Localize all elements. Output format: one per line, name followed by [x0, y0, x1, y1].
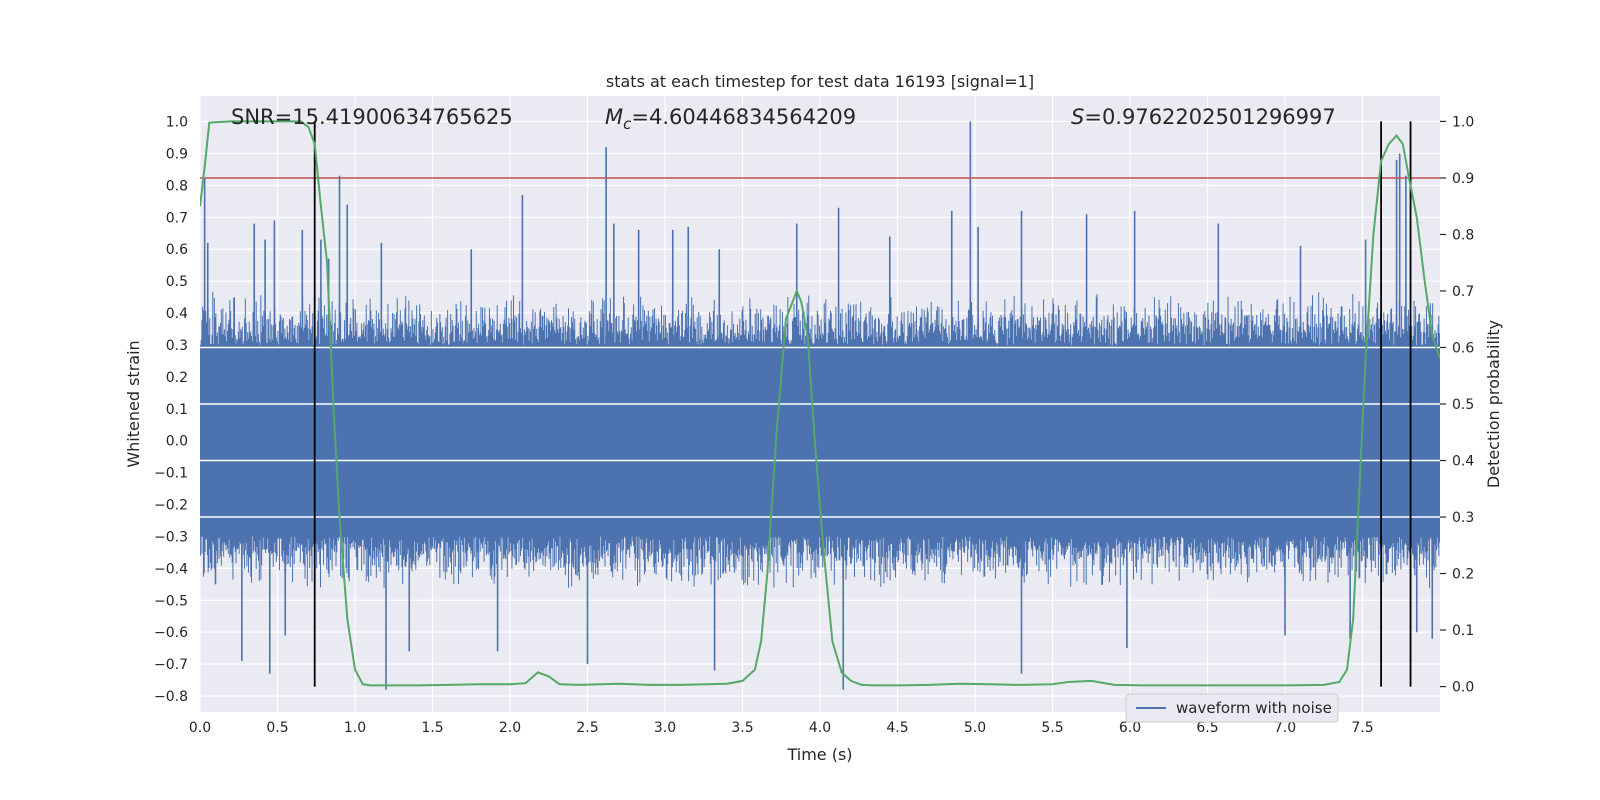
y-tick-label: −0.7: [154, 657, 188, 673]
x-tick-label: 3.5: [731, 720, 753, 736]
y-tick-label: 0.9: [166, 146, 188, 162]
x-tick-label: 6.5: [1196, 720, 1218, 736]
y-tick-label: −0.2: [154, 498, 188, 514]
y-tick-label: −0.3: [154, 529, 188, 545]
mc-subscript: c: [623, 115, 632, 133]
x-tick-label: 0.5: [266, 720, 288, 736]
x-tick-label: 5.0: [964, 720, 986, 736]
x-tick-label: 2.0: [499, 720, 521, 736]
y-tick-label: −0.4: [154, 561, 188, 577]
y2-tick-label: 0.8: [1452, 227, 1474, 243]
y-tick-label: 0.5: [166, 274, 188, 290]
probability-series: [200, 120, 1440, 687]
y-tick-label: 0.6: [166, 242, 188, 258]
x-tick-label: 1.0: [344, 720, 366, 736]
s-value: =0.9762202501296997: [1084, 105, 1335, 129]
y2-tick-label: 0.1: [1452, 623, 1474, 639]
y2-tick-label: 1.0: [1452, 114, 1474, 130]
y-ticks: 1.0 0.9 0.8 0.7 0.6 0.5 0.4 0.3 0.2 0.1 0.0 −0.1 −0.…: [154, 115, 188, 706]
y-tick-label: −0.6: [154, 625, 188, 641]
y2-tick-label: 0.3: [1452, 510, 1474, 526]
x-ticks: 0.0 0.5 1.0 1.5 2.0 2.5 3.0 3.5 4.0 4.5 5.0 5.5 6.0 6…: [189, 720, 1374, 736]
y2-axis-label: Detection probability: [1484, 320, 1503, 488]
y-tick-label: 0.4: [166, 306, 188, 322]
snr-annotation: SNR=15.41900634765625: [231, 105, 513, 129]
y-tick-label: 0.0: [166, 434, 188, 450]
x-tick-label: 0.0: [189, 720, 211, 736]
mc-annotation: Mc=4.60446834564209: [605, 105, 856, 133]
chart-title: stats at each timestep for test data 161…: [606, 72, 1034, 91]
y-axis-label: Whitened strain: [124, 340, 143, 467]
x-tick-label: 1.5: [421, 720, 443, 736]
y2-tick-label: 0.0: [1452, 680, 1474, 696]
x-tick-label: 7.0: [1274, 720, 1296, 736]
legend-label-waveform: waveform with noise: [1176, 699, 1332, 717]
legend: waveform with noise: [1125, 693, 1339, 723]
y2-tick-label: 0.6: [1452, 340, 1474, 356]
mc-symbol: M: [605, 105, 623, 129]
y2-tick-label: 0.9: [1452, 171, 1474, 187]
s-annotation: S=0.9762202501296997: [1071, 105, 1336, 129]
y-tick-label: −0.8: [154, 689, 188, 705]
y2-tick-label: 0.2: [1452, 567, 1474, 583]
y-tick-label: 0.8: [166, 178, 188, 194]
y-tick-label: −0.1: [154, 466, 188, 482]
y-tick-label: 0.3: [166, 338, 188, 354]
y-tick-label: 0.2: [166, 370, 188, 386]
y2-tick-label: 0.5: [1452, 397, 1474, 413]
y2-tick-label: 0.4: [1452, 454, 1474, 470]
x-tick-label: 6.0: [1119, 720, 1141, 736]
s-symbol: S: [1071, 105, 1084, 129]
x-tick-label: 2.5: [576, 720, 598, 736]
y-tick-label: −0.5: [154, 593, 188, 609]
x-tick-label: 3.0: [654, 720, 676, 736]
y2-ticks: 1.0 0.9 0.8 0.7 0.6 0.5 0.4 0.3 0.2 0.1 0.0: [1440, 114, 1474, 696]
vertical-markers: [313, 121, 1412, 687]
x-tick-label: 7.5: [1351, 720, 1373, 736]
mc-value: =4.60446834564209: [631, 105, 856, 129]
x-tick-label: 4.5: [886, 720, 908, 736]
y-tick-label: 0.7: [166, 210, 188, 226]
x-axis-label: Time (s): [786, 745, 852, 764]
y-tick-label: 1.0: [166, 115, 188, 131]
y2-tick-label: 0.7: [1452, 284, 1474, 300]
legend-box: [1125, 693, 1339, 723]
y-tick-label: 0.1: [166, 402, 188, 418]
x-tick-label: 4.0: [809, 720, 831, 736]
x-tick-label: 5.5: [1041, 720, 1063, 736]
